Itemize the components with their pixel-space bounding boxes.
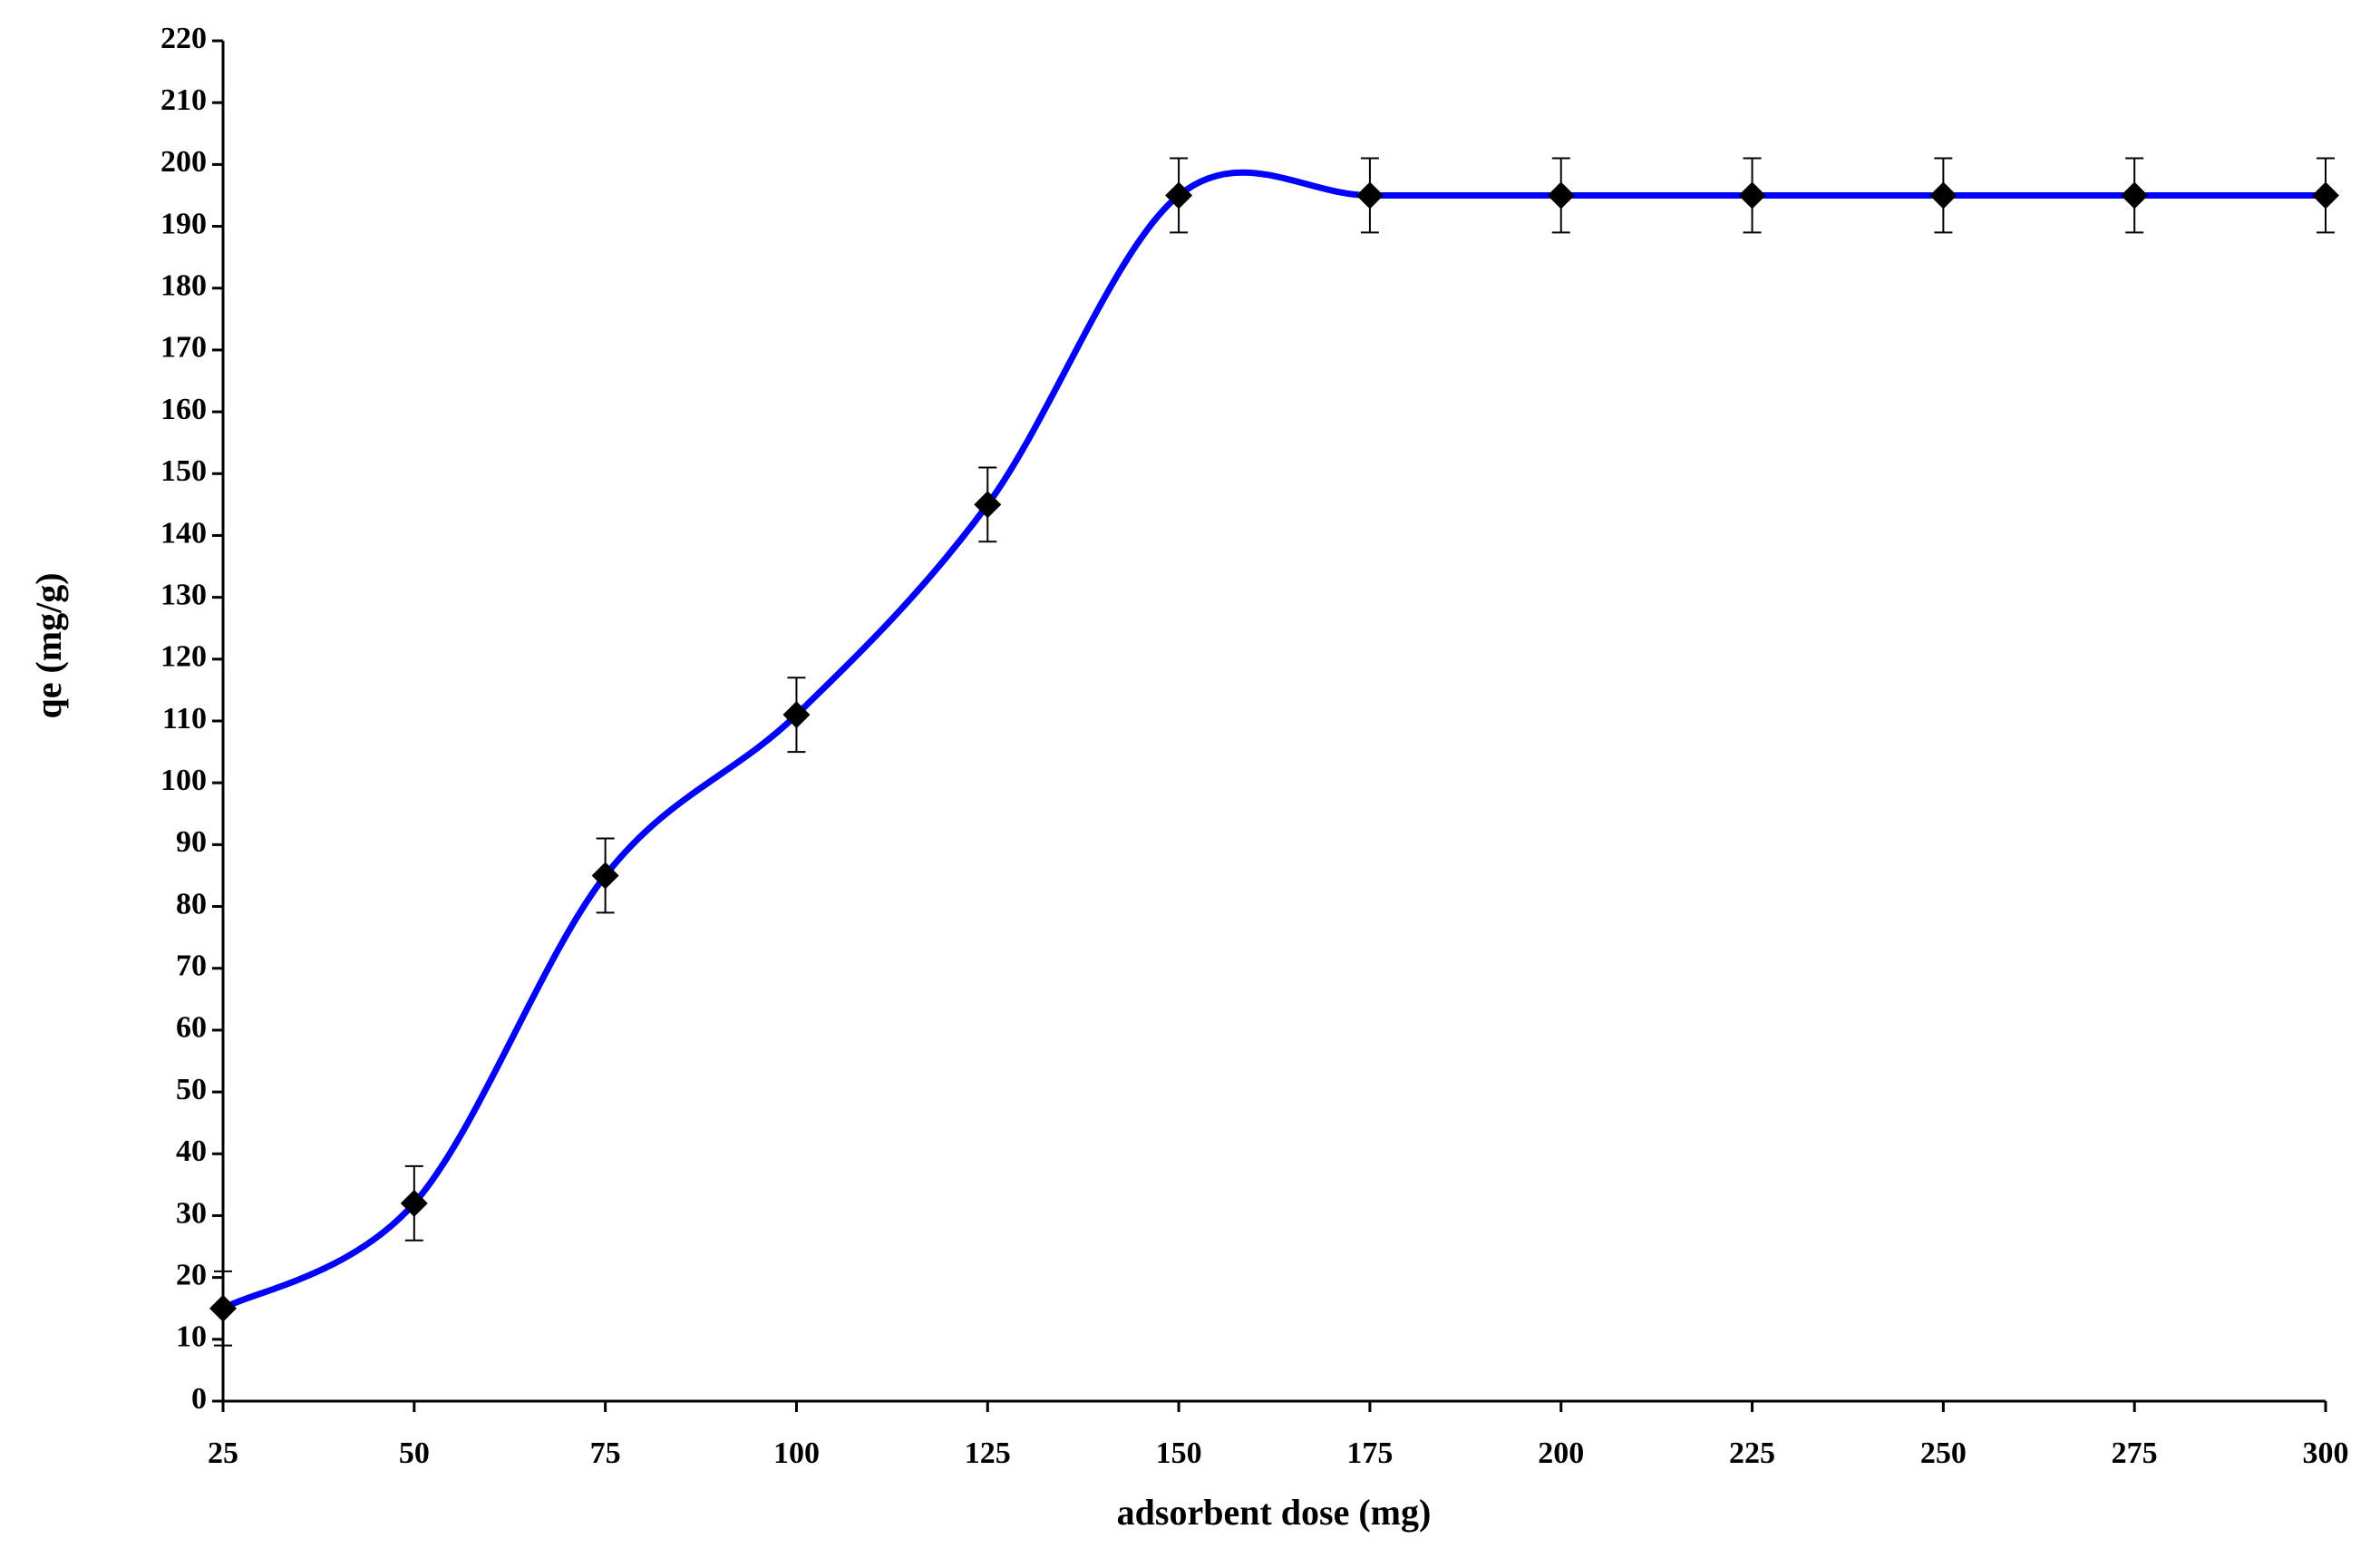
y-tick-label: 150 (160, 454, 207, 488)
x-tick-label: 150 (1156, 1437, 1202, 1470)
marker (1547, 181, 1575, 209)
x-tick-label: 250 (1920, 1437, 1967, 1470)
x-tick-label: 50 (399, 1437, 430, 1470)
x-axis-title: adsorbent dose (mg) (1117, 1492, 1432, 1533)
y-tick-label: 130 (160, 578, 207, 611)
y-tick-label: 140 (160, 516, 207, 550)
y-tick-label: 160 (160, 393, 207, 426)
x-tick-label: 75 (590, 1437, 621, 1470)
y-tick-label: 90 (176, 825, 207, 859)
marker (1929, 181, 1957, 209)
marker (2312, 181, 2339, 209)
y-tick-label: 190 (160, 207, 207, 240)
y-tick-label: 60 (176, 1011, 207, 1045)
x-tick-label: 125 (965, 1437, 1011, 1470)
marker (1355, 181, 1384, 209)
y-tick-label: 0 (191, 1382, 207, 1416)
y-tick-label: 40 (176, 1135, 207, 1168)
x-tick-label: 175 (1346, 1437, 1393, 1470)
y-tick-label: 170 (160, 331, 207, 365)
marker (974, 491, 1002, 519)
marker (1738, 181, 1766, 209)
y-tick-label: 110 (162, 702, 207, 735)
x-tick-label: 300 (2303, 1437, 2349, 1470)
y-tick-label: 50 (176, 1073, 207, 1106)
marker (2121, 181, 2149, 209)
x-tick-label: 225 (1729, 1437, 1775, 1470)
y-tick-label: 220 (160, 22, 207, 55)
marker (209, 1294, 237, 1322)
y-tick-label: 10 (176, 1320, 207, 1354)
y-tick-label: 30 (176, 1196, 207, 1230)
marker (1165, 181, 1193, 209)
y-tick-label: 80 (176, 887, 207, 920)
y-tick-label: 200 (160, 145, 207, 179)
marker (400, 1189, 428, 1217)
marker (591, 862, 619, 890)
x-tick-label: 275 (2112, 1437, 2158, 1470)
data-line (221, 169, 2326, 1311)
y-tick-label: 120 (160, 640, 207, 674)
y-tick-label: 100 (160, 764, 207, 797)
y-tick-label: 180 (160, 269, 207, 303)
y-axis-title: qe (mg/g) (28, 572, 69, 718)
x-tick-label: 200 (1538, 1437, 1584, 1470)
y-tick-label: 70 (176, 950, 207, 983)
marker (782, 701, 811, 729)
y-tick-label: 210 (160, 83, 207, 117)
y-tick-label: 20 (176, 1258, 207, 1291)
x-tick-label: 25 (208, 1437, 238, 1470)
x-tick-label: 100 (773, 1437, 820, 1470)
